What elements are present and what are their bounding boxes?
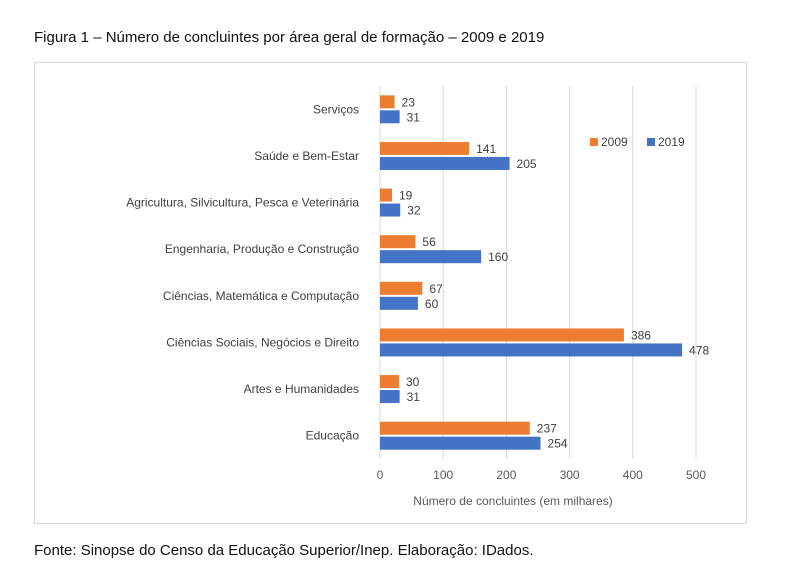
category-labels: Serviços Saúde e Bem-Estar Agricultura, Si… xyxy=(126,102,359,442)
legend-swatch-2019 xyxy=(647,138,655,146)
bar-2019-6 xyxy=(380,390,400,404)
x-tick-label: 400 xyxy=(623,468,643,482)
bar-2009-3 xyxy=(380,235,416,249)
category-label: Ciências Sociais, Negócios e Direito xyxy=(166,335,359,349)
data-label-2019-3: 160 xyxy=(488,250,508,264)
legend-swatch-2009 xyxy=(590,138,598,146)
figure-title: Figura 1 – Número de concluintes por áre… xyxy=(34,29,545,46)
data-label-2019-1: 205 xyxy=(517,157,537,171)
bar-2009-7 xyxy=(380,421,530,435)
bar-2009-6 xyxy=(380,375,399,389)
bar-chart: 233114120519325616067603864783031237254 … xyxy=(126,86,709,508)
data-label-2009-7: 237 xyxy=(537,422,557,436)
bar-2019-7 xyxy=(380,436,541,450)
bar-2009-0 xyxy=(380,95,395,109)
x-tick-labels: 0 100 200 300 400 500 xyxy=(377,468,707,482)
x-tick-label: 100 xyxy=(433,468,453,482)
bar-2009-2 xyxy=(380,188,393,202)
x-tick-label: 200 xyxy=(496,468,516,482)
data-label-2019-4: 60 xyxy=(425,297,439,311)
bar-2009-5 xyxy=(380,328,624,342)
data-label-2019-0: 31 xyxy=(407,110,421,124)
x-tick-label: 300 xyxy=(560,468,580,482)
bar-2019-2 xyxy=(380,203,401,217)
data-label-2009-3: 56 xyxy=(422,235,436,249)
data-label-2019-5: 478 xyxy=(689,343,709,357)
data-label-2009-5: 386 xyxy=(631,328,651,342)
data-label-2009-6: 30 xyxy=(406,375,420,389)
category-label: Agricultura, Silvicultura, Pesca e Veter… xyxy=(126,196,359,210)
bar-2009-1 xyxy=(380,141,470,155)
chart-frame: 23 31 141 205 19 32 56 160 67 60 386 478 30 31 237 254 … xyxy=(34,62,747,524)
bar-2019-3 xyxy=(380,250,482,264)
data-label-2009-0: 23 xyxy=(402,95,416,109)
legend-label-2009: 2009 xyxy=(601,135,628,149)
category-label: Artes e Humanidades xyxy=(244,382,359,396)
x-tick-label: 500 xyxy=(686,468,706,482)
bar-2019-0 xyxy=(380,110,400,124)
bar-2009-4 xyxy=(380,281,423,295)
data-label-2009-2: 19 xyxy=(399,189,413,203)
bar-2019-5 xyxy=(380,343,683,357)
data-label-2019-6: 31 xyxy=(407,390,421,404)
data-label-2019-7: 254 xyxy=(548,437,568,451)
bars xyxy=(380,95,683,450)
x-axis-label: Número de concluintes (em milhares) xyxy=(413,494,612,508)
legend: 2009 2019 xyxy=(590,135,685,149)
category-label: Engenharia, Produção e Construção xyxy=(165,242,359,256)
x-tick-label: 0 xyxy=(377,468,384,482)
category-label: Serviços xyxy=(313,102,359,116)
data-label-2009-4: 67 xyxy=(429,282,443,296)
category-label: Ciências, Matemática e Computação xyxy=(163,289,359,303)
category-label: Saúde e Bem-Estar xyxy=(254,149,359,163)
bar-2019-4 xyxy=(380,296,418,310)
bar-2019-1 xyxy=(380,156,510,170)
data-label-2019-2: 32 xyxy=(407,204,421,218)
data-label-2009-1: 141 xyxy=(476,142,496,156)
figure-source: Fonte: Sinopse do Censo da Educação Supe… xyxy=(34,542,534,559)
category-label: Educação xyxy=(306,429,360,443)
legend-label-2019: 2019 xyxy=(658,135,685,149)
